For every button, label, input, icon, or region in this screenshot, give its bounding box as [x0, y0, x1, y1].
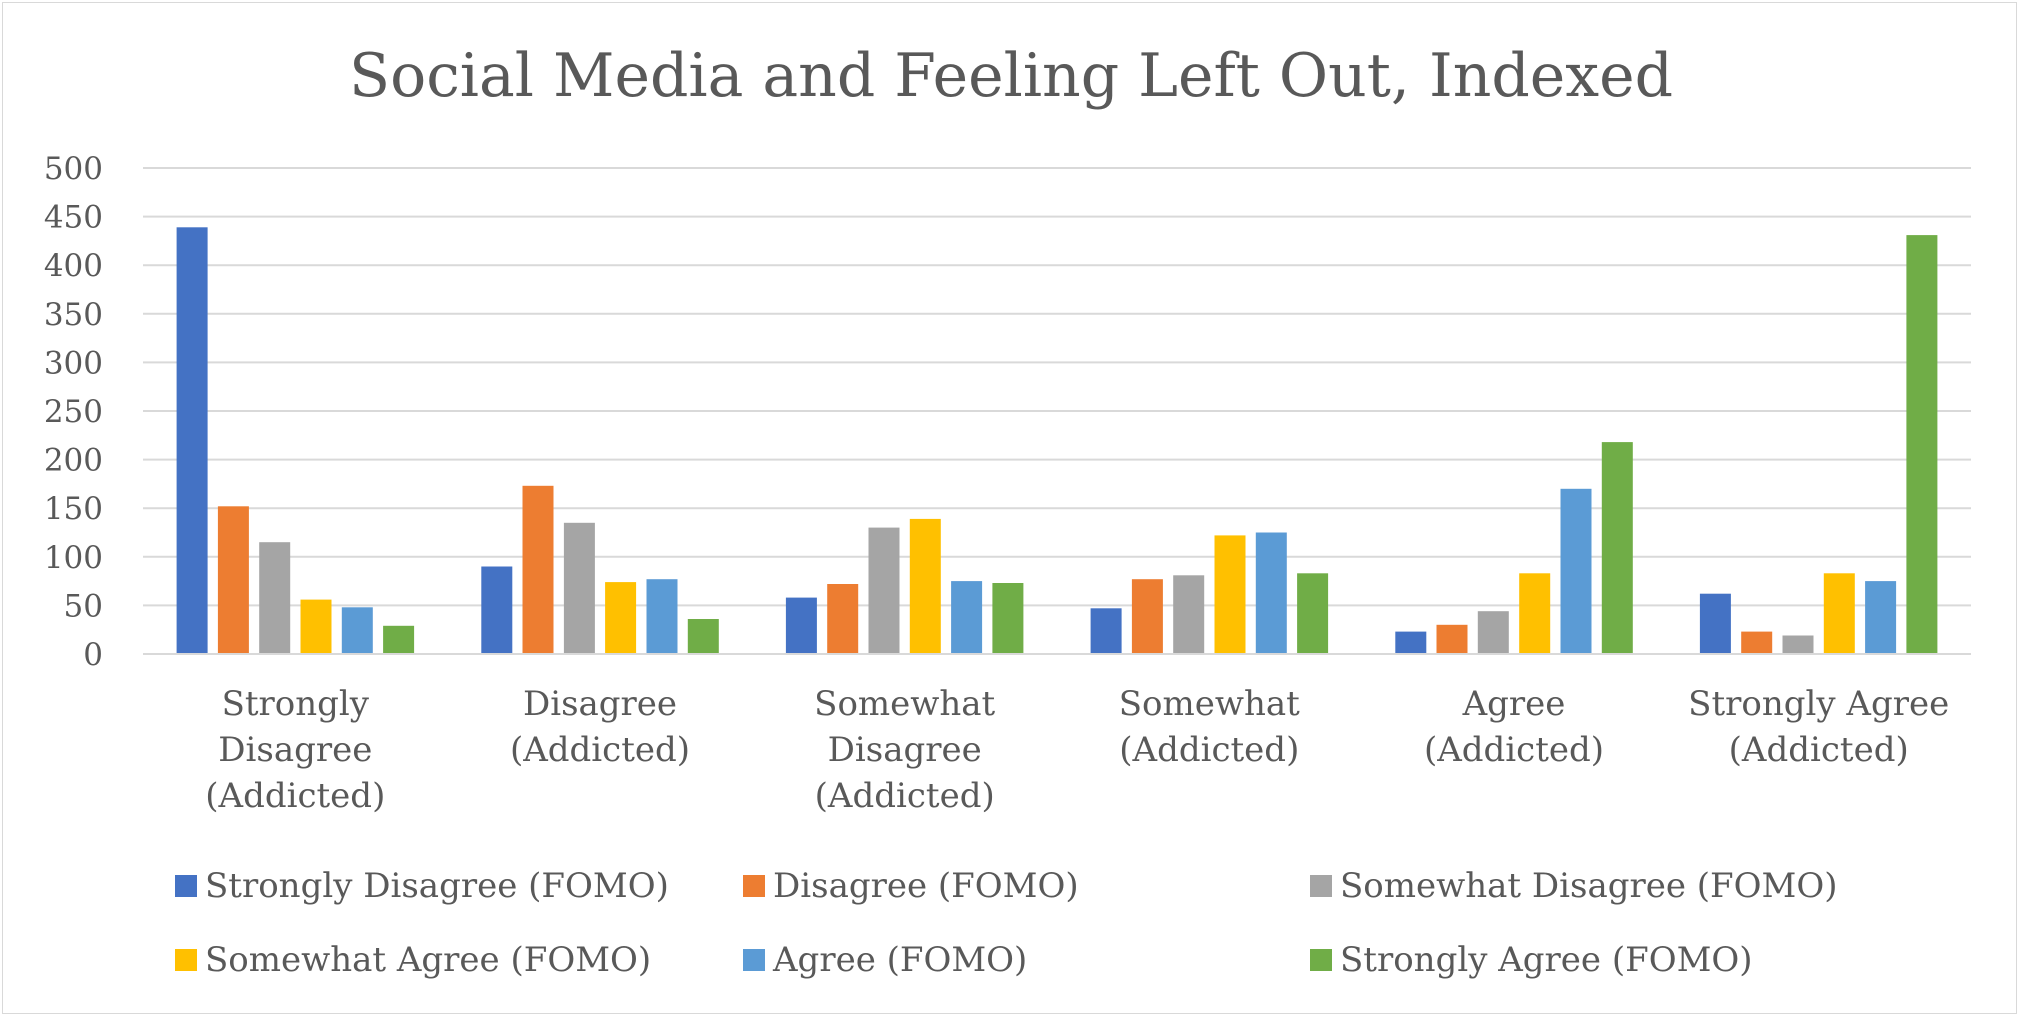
bars [176, 227, 1938, 655]
legend-item: Agree (FOMO) [743, 940, 1027, 980]
x-tick-label: Strongly Disagree (Addicted) [205, 684, 385, 816]
bar [1560, 488, 1592, 654]
x-tick-label-line: Disagree [523, 684, 677, 724]
x-tick-label-line: Disagree [218, 730, 372, 770]
bar [300, 599, 332, 654]
legend-label: Strongly Agree (FOMO) [1340, 940, 1753, 980]
bar [1741, 631, 1773, 654]
bar [1906, 235, 1938, 654]
y-tick-label: 50 [64, 588, 103, 624]
y-tick-label: 300 [44, 345, 103, 381]
legend-item: Somewhat Agree (FOMO) [175, 940, 651, 980]
legend-item: Strongly Agree (FOMO) [1310, 940, 1753, 980]
bar [951, 581, 983, 654]
bar [1601, 442, 1633, 654]
bar [1297, 573, 1329, 654]
x-tick-label-line: Somewhat [814, 684, 995, 724]
legend-label: Disagree (FOMO) [773, 866, 1079, 906]
x-tick-label: Strongly Agree (Addicted) [1688, 684, 1949, 770]
legend-label: Somewhat Agree (FOMO) [205, 940, 651, 980]
bar [1255, 532, 1287, 654]
legend-swatch [175, 949, 197, 971]
bar [646, 579, 678, 654]
bar [481, 566, 513, 654]
bar [909, 518, 941, 654]
x-tick-label-line: (Addicted) [1119, 730, 1299, 770]
bar [1865, 581, 1897, 654]
bar [1823, 573, 1855, 654]
x-axis-category-labels: Strongly Disagree (Addicted) Disagree (Addic… [205, 684, 1949, 816]
legend-item: Disagree (FOMO) [743, 866, 1079, 906]
y-tick-label: 250 [44, 394, 103, 430]
bar [992, 583, 1024, 654]
legend-item: Strongly Disagree (FOMO) [175, 866, 669, 906]
bar [1477, 611, 1509, 654]
x-tick-label-line: (Addicted) [815, 776, 995, 816]
x-tick-label: Somewhat (Addicted) [1119, 684, 1300, 770]
x-tick-label-line: Strongly [222, 684, 370, 724]
legend-swatch [743, 949, 765, 971]
y-tick-label: 500 [44, 151, 103, 187]
y-tick-label: 400 [44, 248, 103, 284]
y-tick-label: 100 [44, 540, 103, 576]
bar [1173, 575, 1205, 654]
legend: Strongly Disagree (FOMO) Disagree (FOMO) S… [175, 866, 1837, 980]
bar [522, 485, 554, 654]
bar [1782, 635, 1814, 654]
x-tick-label: Agree (Addicted) [1424, 684, 1604, 770]
bar [1519, 573, 1551, 654]
x-tick-label-line: (Addicted) [1424, 730, 1604, 770]
bar [176, 227, 208, 655]
legend-swatch [1310, 875, 1332, 897]
bar [383, 625, 415, 654]
y-axis-tick-labels: 0 50 100 150 200 250 300 350 400 450 500 [44, 151, 103, 673]
y-tick-label: 0 [83, 637, 103, 673]
bar [1699, 593, 1731, 654]
legend-swatch [175, 875, 197, 897]
bar [1214, 535, 1246, 654]
x-tick-label-line: Agree [1462, 684, 1566, 724]
legend-label: Somewhat Disagree (FOMO) [1340, 866, 1837, 906]
x-tick-label-line: (Addicted) [1729, 730, 1909, 770]
legend-label: Strongly Disagree (FOMO) [205, 866, 669, 906]
x-tick-label-line: Somewhat [1119, 684, 1300, 724]
bar [1090, 608, 1122, 654]
gridlines [143, 167, 1971, 607]
bar [341, 607, 373, 654]
legend-item: Somewhat Disagree (FOMO) [1310, 866, 1837, 906]
bar [687, 619, 719, 654]
bar [1395, 631, 1427, 654]
x-tick-label-line: Disagree [828, 730, 982, 770]
bar [563, 522, 595, 654]
bar-chart: Social Media and Feeling Left Out, Index… [44, 41, 1971, 980]
bar [605, 582, 637, 654]
y-tick-label: 200 [44, 443, 103, 479]
bar [1131, 579, 1163, 654]
legend-swatch [743, 875, 765, 897]
legend-label: Agree (FOMO) [772, 940, 1027, 980]
chart-title: Social Media and Feeling Left Out, Index… [349, 41, 1673, 111]
x-tick-label: Disagree (Addicted) [510, 684, 690, 770]
legend-swatch [1310, 949, 1332, 971]
bar [259, 542, 291, 654]
bar [1436, 624, 1468, 654]
bar [217, 506, 249, 654]
bar [785, 597, 817, 654]
y-tick-label: 450 [44, 200, 103, 236]
x-tick-label-line: Strongly Agree [1688, 684, 1949, 724]
y-tick-label: 150 [44, 491, 103, 527]
bar [868, 527, 900, 654]
x-tick-label-line: (Addicted) [510, 730, 690, 770]
x-tick-label: Somewhat Disagree (Addicted) [814, 684, 995, 816]
y-tick-label: 350 [44, 297, 103, 333]
bar [827, 584, 859, 654]
x-tick-label-line: (Addicted) [205, 776, 385, 816]
